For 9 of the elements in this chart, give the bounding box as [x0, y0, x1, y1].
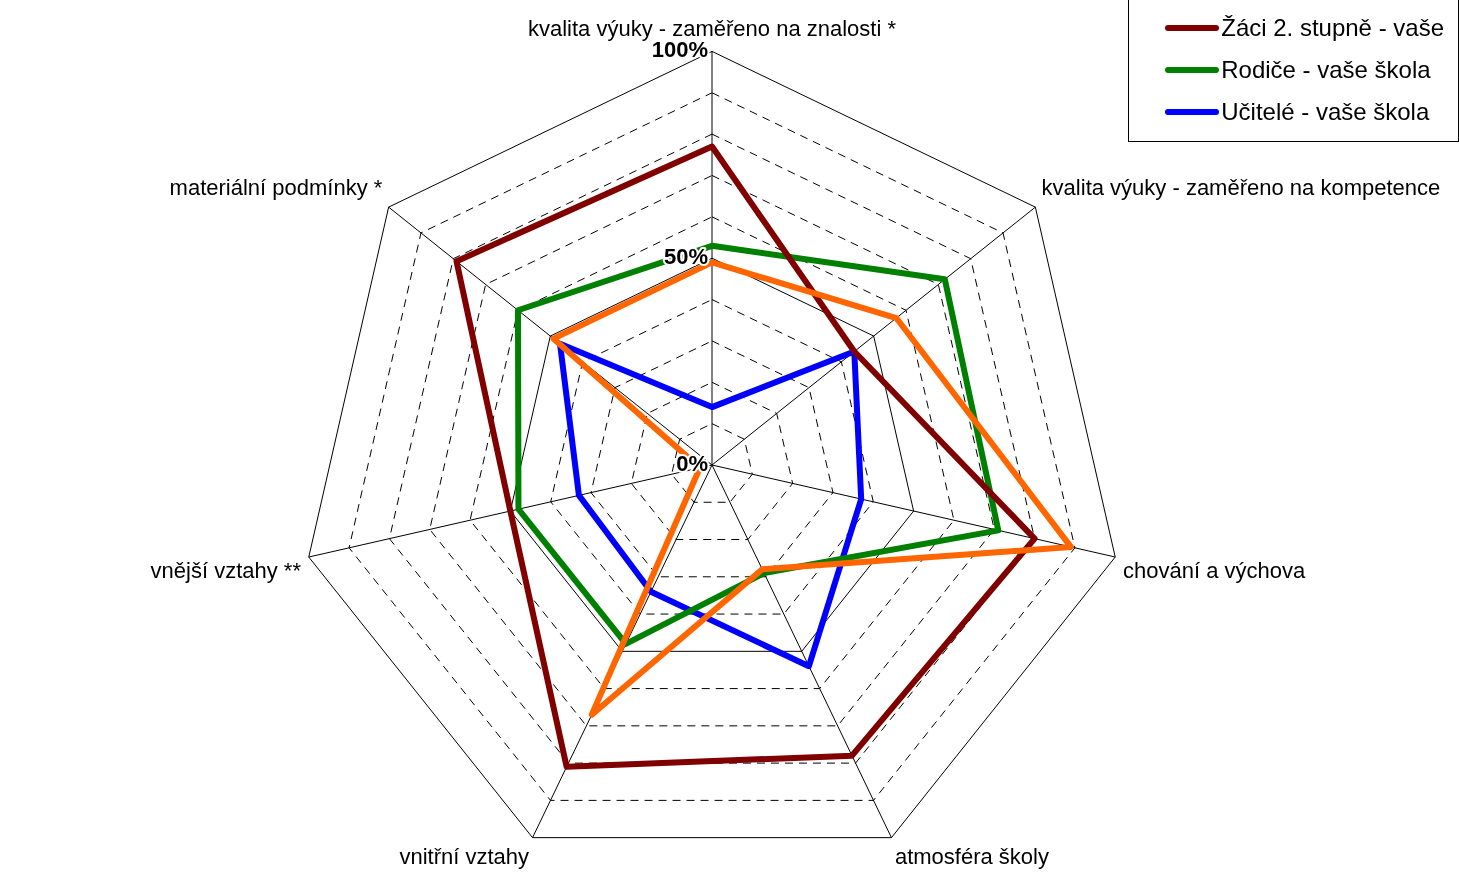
spoke-label: vnější vztahy ** — [150, 558, 302, 584]
legend-label: Rodiče - vaše škola — [1221, 56, 1431, 84]
spoke-label: kvalita výuky - zaměřeno na kompetence — [1041, 175, 1441, 200]
spoke-label: materiální podmínky * — [169, 175, 383, 200]
legend-label: Žáci 2. stupně - vaše — [1221, 14, 1444, 42]
spoke-label: chování a výchova — [1123, 558, 1307, 584]
spoke-label: vnitřní vztahy — [399, 844, 530, 870]
legend-label: Učitelé - vaše škola — [1221, 98, 1430, 126]
spoke-label: atmosféra školy — [894, 844, 1049, 870]
